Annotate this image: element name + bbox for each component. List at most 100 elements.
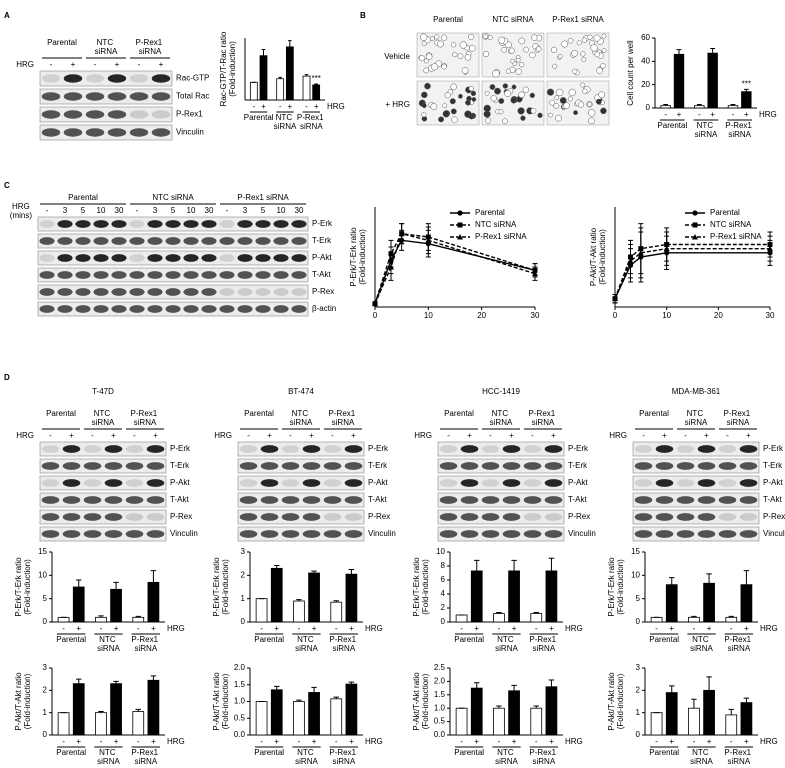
blot-band — [111, 271, 127, 279]
error-bar — [98, 711, 104, 713]
lane-group-label: Parental — [244, 409, 274, 418]
y-tick-label: 0 — [636, 617, 641, 626]
y-tick-label: 6 — [441, 575, 446, 584]
cell — [450, 42, 457, 48]
bar — [694, 105, 705, 109]
blot-band — [41, 110, 61, 119]
blot-band — [291, 254, 307, 262]
bar — [285, 46, 294, 101]
blot-band — [39, 254, 55, 262]
bar — [345, 573, 358, 623]
blot-band — [255, 254, 271, 262]
blot-band — [57, 237, 73, 245]
blot-band — [183, 271, 199, 279]
blot-band — [273, 220, 289, 228]
lane-label: - — [50, 60, 53, 69]
blot-band — [697, 462, 716, 470]
y-tick-label: 2 — [441, 603, 446, 612]
y-axis-label: (Fold-induction) — [598, 229, 607, 285]
lane-title: HRG — [609, 431, 627, 440]
lane-label: - — [138, 60, 141, 69]
blot-band — [129, 74, 149, 83]
x-tick-label: + — [677, 110, 682, 119]
y-tick-label: 1 — [241, 594, 246, 603]
error-bar — [691, 615, 697, 618]
cell — [573, 110, 578, 115]
cell — [510, 58, 515, 64]
error-bar — [474, 682, 480, 689]
blot-row-label: P-Akt — [568, 478, 588, 487]
error-bar — [533, 612, 539, 614]
x-tick-label: + — [669, 737, 674, 746]
y-tick-label: 5 — [636, 594, 641, 603]
bar — [276, 78, 285, 101]
lane-label: - — [133, 431, 136, 440]
blot-band — [85, 110, 105, 119]
blot-row-label: T-Erk — [170, 461, 190, 470]
lane-label: - — [531, 431, 534, 440]
group-label: NTC siRNA — [695, 121, 718, 139]
cell — [470, 90, 477, 97]
blot-band — [165, 305, 181, 313]
cell — [425, 53, 433, 60]
lane-group-label: Parental — [68, 193, 98, 202]
blot-band — [676, 513, 695, 521]
x-tick-label: + — [114, 737, 119, 746]
cell — [457, 53, 464, 59]
blot-band — [255, 271, 271, 279]
blot-band — [544, 513, 563, 521]
y-axis-label: P-Akt/T-Akt ratio — [607, 672, 616, 731]
blot-band — [544, 496, 563, 504]
cell — [468, 85, 474, 92]
cell — [572, 68, 578, 74]
image-column-label: Parental — [433, 15, 463, 24]
cell — [449, 98, 456, 105]
cell — [594, 51, 601, 58]
bar — [132, 616, 145, 623]
cell — [442, 110, 450, 118]
blot-row-label: P-Rex — [170, 512, 192, 521]
blot-band — [125, 462, 144, 470]
x-tick-label: - — [260, 737, 263, 746]
blot-title: T-47D — [92, 387, 114, 396]
x-tick-label: 30 — [766, 311, 775, 320]
y-tick-label: 0 — [43, 730, 48, 739]
blot-band — [460, 496, 479, 504]
bar — [259, 55, 268, 101]
cell — [515, 57, 521, 63]
blot-band — [201, 271, 217, 279]
marker — [398, 230, 405, 237]
error-bar — [728, 708, 734, 715]
x-tick-label: - — [100, 624, 103, 633]
blot-band — [460, 530, 479, 538]
x-tick-label: + — [549, 624, 554, 633]
y-axis-label: (Fold-induction) — [421, 673, 430, 729]
blot-band — [85, 92, 105, 101]
lane-group-label: NTC siRNA — [685, 409, 708, 427]
group-label: Parental — [649, 635, 679, 644]
x-tick-label: - — [279, 102, 282, 111]
blot-band — [83, 445, 102, 453]
cell — [498, 36, 506, 44]
bar — [293, 600, 305, 623]
y-tick-label: 1.0 — [434, 703, 446, 712]
blot-band — [183, 288, 199, 296]
blot-band — [39, 305, 55, 313]
x-tick-label: - — [693, 737, 696, 746]
lane-label: - — [49, 431, 52, 440]
blot-band — [75, 254, 91, 262]
cell — [537, 112, 543, 118]
lane-label: 30 — [205, 206, 214, 215]
lane-label: - — [91, 431, 94, 440]
bar — [330, 698, 343, 736]
y-tick-label: 2 — [241, 570, 246, 579]
cell — [601, 48, 607, 53]
bar — [530, 613, 543, 623]
x-tick-label: + — [744, 737, 749, 746]
x-axis-label: HRG — [365, 737, 383, 746]
y-axis-label: (Fold-induction) — [221, 559, 230, 615]
bar — [727, 105, 739, 109]
cell — [510, 97, 517, 104]
cell — [498, 109, 504, 115]
